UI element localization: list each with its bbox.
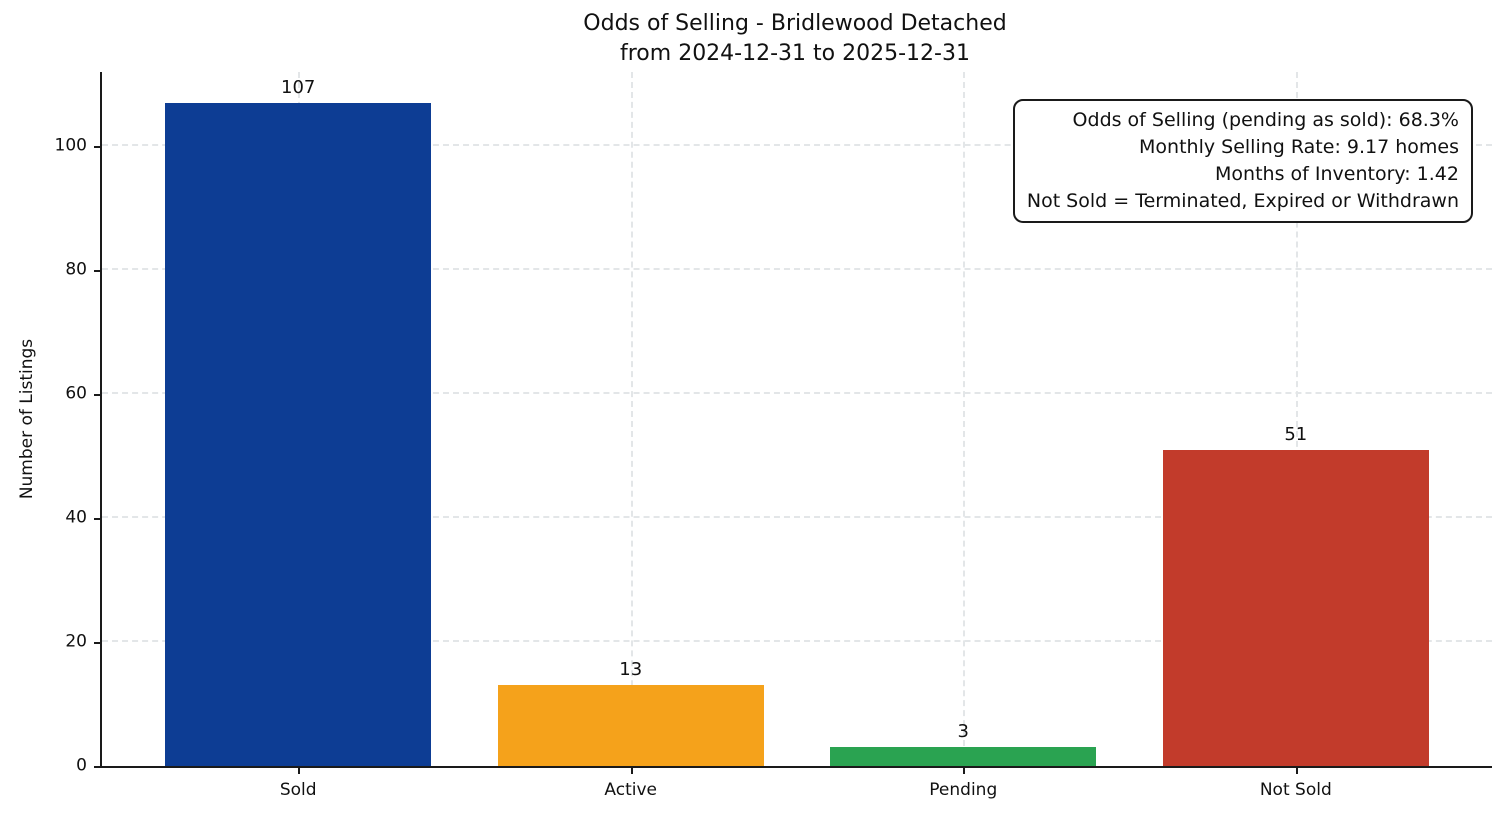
bar-value-label: 107: [281, 76, 316, 98]
y-gridline: [102, 640, 1492, 643]
y-tick-label: 60: [65, 383, 87, 404]
x-gridline: [1295, 72, 1298, 766]
y-tick-mark: [94, 642, 102, 645]
x-tick-mark: [963, 766, 966, 774]
x-tick-mark: [298, 766, 301, 774]
y-gridline: [102, 392, 1492, 395]
y-tick-label: 40: [65, 507, 87, 528]
y-tick-mark: [94, 766, 102, 768]
y-tick-mark: [94, 270, 102, 273]
bar-value-label: 51: [1284, 423, 1308, 445]
bar-active: [497, 685, 764, 766]
bar-sold: [165, 102, 432, 766]
y-axis-label: Number of Listings: [17, 338, 37, 500]
stats-annotation-line: Odds of Selling (pending as sold): 68.3%: [1072, 109, 1459, 131]
y-tick-mark: [94, 518, 102, 521]
x-tick-mark: [1295, 766, 1298, 774]
x-tick-label: Not Sold: [1259, 780, 1332, 800]
x-tick-label: Pending: [929, 780, 998, 800]
y-tick-label: 20: [65, 631, 87, 652]
y-tick-label: 80: [65, 259, 87, 280]
chart-title: Odds of Selling - Bridlewood Detached fr…: [100, 9, 1490, 69]
y-tick-label: 0: [76, 755, 87, 776]
x-tick-label: Sold: [279, 780, 317, 800]
bar-pending: [830, 747, 1097, 766]
y-tick-mark: [94, 146, 102, 149]
stats-annotation-line: Monthly Selling Rate: 9.17 homes: [1139, 136, 1459, 158]
chart-title-line1: Odds of Selling - Bridlewood Detached: [583, 11, 1007, 36]
chart-title-line2: from 2024-12-31 to 2025-12-31: [620, 41, 970, 66]
bar-value-label: 3: [957, 721, 969, 743]
y-tick-label: 100: [54, 135, 87, 156]
y-gridline: [102, 516, 1492, 519]
bar-value-label: 13: [619, 659, 643, 681]
x-gridline: [963, 72, 966, 766]
x-gridline: [630, 72, 633, 766]
x-tick-mark: [630, 766, 633, 774]
stats-annotation-box: Odds of Selling (pending as sold): 68.3%…: [1012, 99, 1473, 223]
bar-not-sold: [1162, 449, 1429, 766]
stats-annotation-line: Not Sold = Terminated, Expired or Withdr…: [1026, 190, 1459, 212]
y-gridline: [102, 144, 1492, 147]
x-tick-label: Active: [604, 780, 658, 800]
plot-area: 0 20 40 60 80 100 107 Sold 13 Active 3 Pending 51 Not…: [55, 72, 1492, 800]
y-gridline: [102, 268, 1492, 271]
stats-annotation-line: Months of Inventory: 1.42: [1215, 163, 1459, 185]
y-tick-mark: [94, 394, 102, 397]
